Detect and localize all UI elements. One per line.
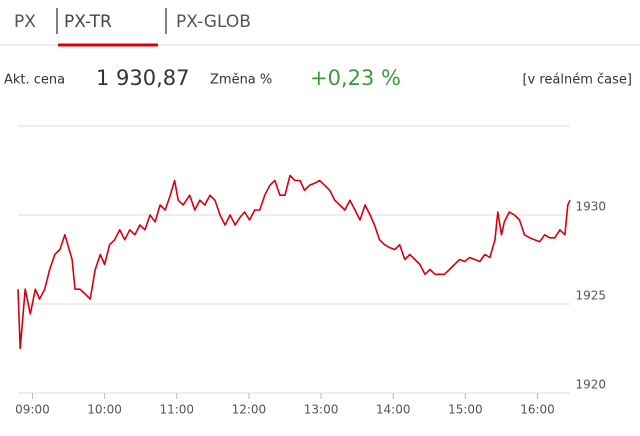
x-tick-label: 09:00 xyxy=(15,403,50,417)
realtime-note: [v reálném čase] xyxy=(522,73,632,88)
x-tick-label: 13:00 xyxy=(304,403,339,417)
y-tick-label: 1930 xyxy=(575,200,606,214)
price-label: Akt. cena xyxy=(4,73,65,88)
x-tick-label: 14:00 xyxy=(376,403,411,417)
x-tick-label: 11:00 xyxy=(159,403,194,417)
change-label: Změna % xyxy=(210,73,272,88)
y-tick-label: 1925 xyxy=(575,289,606,303)
x-tick-label: 10:00 xyxy=(87,403,122,417)
x-tick-label: 16:00 xyxy=(520,403,555,417)
tab[interactable]: PX xyxy=(14,12,36,32)
tab[interactable]: PX-GLOB xyxy=(176,12,251,32)
x-tick-label: 15:00 xyxy=(448,403,483,417)
tab-active[interactable]: PX-TR xyxy=(64,12,112,32)
price: 1 930,87 xyxy=(96,66,190,90)
change: +0,23 % xyxy=(310,66,401,90)
price-line xyxy=(17,174,571,350)
x-tick-label: 12:00 xyxy=(232,403,267,417)
y-tick-label: 1920 xyxy=(575,378,606,392)
